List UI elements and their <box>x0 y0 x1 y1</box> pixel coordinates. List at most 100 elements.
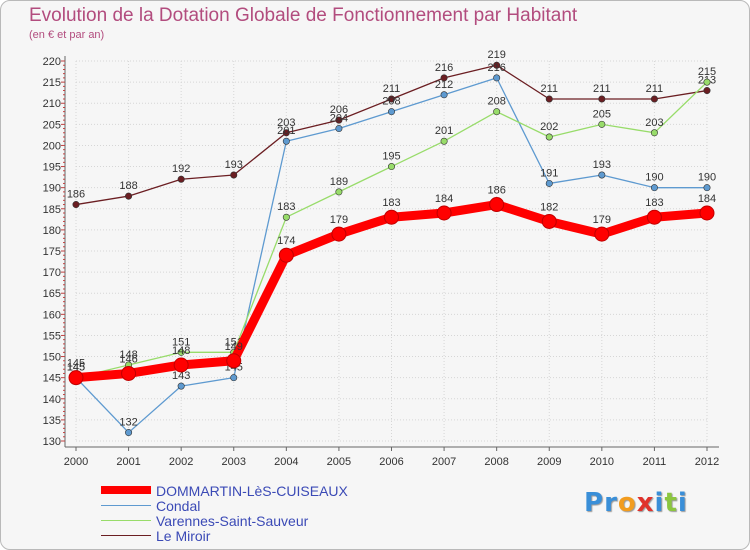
y-tick-label: 200 <box>43 140 61 152</box>
y-tick-label: 170 <box>43 267 61 279</box>
chart-title: Evolution de la Dotation Globale de Fonc… <box>29 5 578 26</box>
data-point <box>650 129 658 137</box>
data-label: 184 <box>698 193 716 205</box>
series-line <box>75 200 708 383</box>
data-point <box>230 171 238 179</box>
grid <box>75 60 708 442</box>
data-point <box>545 133 553 141</box>
data-point <box>594 226 610 242</box>
y-tick-label: 215 <box>43 77 61 89</box>
data-label: 211 <box>540 83 558 95</box>
data-label: 211 <box>646 83 664 95</box>
y-tick-label: 185 <box>43 204 61 216</box>
y-tick-label: 195 <box>43 162 61 174</box>
legend-label-varennes: Varennes-Saint-Sauveur <box>156 513 309 529</box>
logo-letter: r <box>604 488 618 518</box>
data-label: 183 <box>382 197 400 209</box>
data-point <box>282 213 290 221</box>
x-tick-label: 2006 <box>379 456 403 468</box>
data-point <box>650 184 658 192</box>
data-point <box>598 120 606 128</box>
y-tick-label: 145 <box>43 373 61 385</box>
data-point <box>282 137 290 145</box>
data-point <box>125 192 133 200</box>
data-label: 188 <box>119 180 137 192</box>
logo-letter: x <box>636 488 655 518</box>
data-label: 174 <box>277 235 295 247</box>
data-point <box>387 95 395 103</box>
data-label: 182 <box>540 201 558 213</box>
data-label: 189 <box>330 176 348 188</box>
data-point <box>440 91 448 99</box>
data-label: 145 <box>67 362 85 374</box>
data-label: 186 <box>487 185 505 197</box>
data-label: 219 <box>487 49 505 61</box>
y-tick-label: 190 <box>43 183 61 195</box>
data-label: 184 <box>435 193 453 205</box>
data-point <box>282 129 290 137</box>
data-point <box>68 370 84 386</box>
data-label: 216 <box>487 62 505 74</box>
x-tick-label: 2001 <box>116 456 140 468</box>
data-label: 190 <box>698 172 716 184</box>
legend-label-condal: Condal <box>156 498 201 514</box>
data-label: 183 <box>277 201 295 213</box>
data-point <box>335 125 343 133</box>
data-point <box>493 108 501 116</box>
data-label: 201 <box>435 125 453 137</box>
y-tick-label: 180 <box>43 225 61 237</box>
data-label: 183 <box>645 197 663 209</box>
data-point <box>545 95 553 103</box>
data-label: 148 <box>119 349 137 361</box>
legend-label-dommartin: DOMMARTIN-LèS-CUISEAUX <box>156 483 348 499</box>
x-tick-label: 2000 <box>64 456 88 468</box>
data-point <box>121 365 137 381</box>
data-label: 203 <box>277 117 295 129</box>
data-point <box>331 226 347 242</box>
series-condal: 145 132 143 145 201 204 208 212 216 191 193 190 190 <box>67 62 716 437</box>
data-point <box>177 348 185 356</box>
data-label: 193 <box>225 159 243 171</box>
x-tick-label: 2004 <box>274 456 298 468</box>
data-label: 212 <box>435 79 453 91</box>
data-point <box>226 353 242 369</box>
chart-subtitle: (en € et par an) <box>29 29 105 41</box>
data-point <box>387 163 395 171</box>
data-label: 216 <box>435 62 453 74</box>
data-label: 215 <box>698 66 716 78</box>
data-label: 205 <box>593 108 611 120</box>
data-label: 146 <box>119 353 137 365</box>
data-point <box>598 171 606 179</box>
data-point <box>598 95 606 103</box>
x-tick-label: 2010 <box>590 456 614 468</box>
y-tick-label: 155 <box>43 330 61 342</box>
y-tick-label: 135 <box>43 415 61 427</box>
data-point <box>493 61 501 69</box>
data-label: 193 <box>593 159 611 171</box>
data-label: 186 <box>67 189 85 201</box>
data-label: 190 <box>645 172 663 184</box>
data-point <box>489 197 505 213</box>
data-label: 203 <box>645 117 663 129</box>
data-point <box>384 209 399 225</box>
data-label: 148 <box>172 345 190 357</box>
data-point <box>177 175 185 183</box>
logo-letter: P <box>584 488 605 518</box>
data-point <box>335 116 343 124</box>
y-tick-label: 220 <box>43 56 61 68</box>
series-le-miroir: 186188192193203206211216219211211211213 <box>67 49 716 209</box>
data-label: 206 <box>330 104 348 116</box>
y-tick-label: 130 <box>43 436 61 448</box>
data-point <box>72 201 80 209</box>
data-label: 151 <box>172 336 190 348</box>
data-label: 149 <box>225 341 243 353</box>
data-label: 192 <box>172 163 190 175</box>
data-point <box>545 179 553 187</box>
x-tick-label: 2003 <box>222 456 246 468</box>
data-label: 208 <box>487 96 505 108</box>
data-label: 211 <box>383 83 401 95</box>
